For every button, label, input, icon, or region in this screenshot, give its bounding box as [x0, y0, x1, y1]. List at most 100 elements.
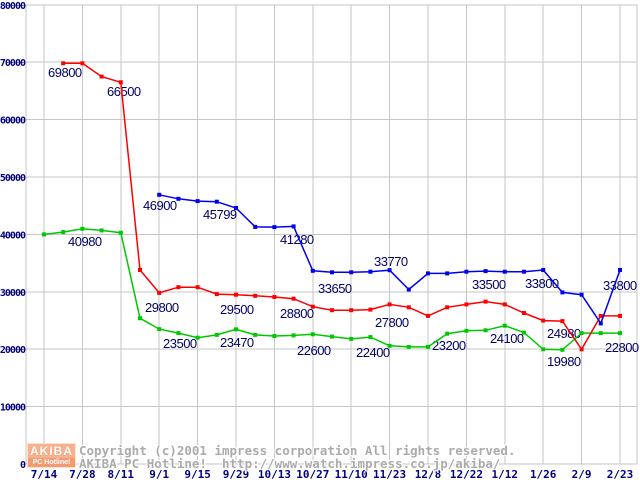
value-label: 19980	[547, 354, 581, 369]
blue-price-line-marker	[560, 290, 565, 295]
blue-price-line-marker	[272, 225, 277, 230]
green-price-line-marker	[349, 336, 354, 341]
x-tick-label: 9/15	[184, 468, 211, 480]
green-price-line-marker	[387, 343, 392, 348]
x-tick-label: 8/11	[108, 468, 135, 480]
blue-price-line-marker	[579, 292, 584, 297]
blue-price-line-marker	[598, 321, 603, 326]
y-tick-label: 10000	[0, 403, 26, 414]
x-tick-label: 9/1	[149, 468, 169, 480]
logo-strip: PC Hotline!	[28, 458, 75, 467]
red-price-line-marker	[234, 292, 238, 297]
value-label: 28800	[280, 306, 314, 321]
red-price-line-marker	[176, 285, 181, 290]
green-price-line-marker	[618, 331, 622, 336]
green-price-line-marker	[157, 327, 162, 332]
red-price-line-marker	[579, 347, 584, 352]
x-tick-label: 2/9	[572, 468, 592, 480]
green-price-line-marker	[99, 228, 104, 233]
x-tick-label: 2/23	[607, 468, 634, 480]
x-tick-label: 9/29	[223, 468, 250, 480]
x-tick-label: 7/14	[31, 468, 58, 480]
red-price-line-marker	[272, 295, 277, 299]
y-tick-label: 0	[20, 460, 26, 471]
copyright-watermark-line2: AKIBA PC Hotline! http://www.watch.impre…	[79, 456, 501, 471]
value-label: 40980	[68, 234, 102, 249]
red-price-line-marker	[387, 302, 392, 307]
blue-price-line-marker	[253, 224, 258, 229]
red-price-line-marker	[426, 313, 430, 318]
blue-price-line-marker	[176, 196, 181, 201]
logo-subtitle: PC Hotline!	[32, 459, 71, 466]
blue-price-line-marker	[214, 199, 219, 204]
y-tick-label: 50000	[0, 173, 26, 184]
akiba-pc-hotline-logo: AKIBA PC Hotline!	[27, 443, 76, 468]
red-price-line-marker	[195, 285, 200, 290]
red-price-line-marker	[464, 302, 469, 307]
red-price-line-marker	[406, 305, 411, 310]
red-price-line-marker	[330, 308, 334, 313]
y-tick-label: 60000	[0, 116, 26, 127]
value-label: 23470	[220, 335, 254, 350]
value-label: 29500	[220, 302, 254, 317]
red-price-line-marker	[445, 305, 450, 310]
blue-price-line-marker	[368, 269, 373, 274]
value-label: 33770	[374, 254, 408, 269]
red-price-line-marker	[99, 74, 104, 79]
red-price-line-marker	[118, 80, 123, 85]
blue-price-line-marker	[618, 268, 622, 272]
blue-price-line-marker	[483, 269, 488, 274]
copyright-watermark-line1: Copyright (c)2001 impress corporation Al…	[79, 443, 516, 458]
green-price-line-marker	[61, 230, 66, 235]
green-price-line-marker	[464, 328, 469, 333]
blue-price-line-marker	[330, 270, 334, 275]
x-tick-label: 1/12	[492, 468, 519, 480]
green-price-line-marker	[406, 344, 411, 349]
x-tick-label: 7/28	[69, 468, 96, 480]
green-price-line-marker	[118, 230, 123, 235]
value-label: 22400	[356, 345, 390, 360]
red-price-line-marker	[560, 319, 565, 324]
green-price-line-marker	[176, 331, 181, 336]
blue-price-line	[157, 192, 622, 326]
green-price-line-marker	[80, 226, 85, 231]
green-price-line-marker	[253, 332, 258, 337]
green-price-line-marker	[138, 316, 142, 321]
blue-price-line-marker	[541, 268, 546, 272]
blue-price-line-marker	[310, 268, 315, 273]
green-price-line-marker	[598, 331, 603, 336]
red-price-line-marker	[541, 318, 546, 323]
green-price-line-marker	[214, 332, 219, 337]
green-price-line-marker	[579, 331, 584, 336]
x-tick-label: 10/13	[258, 468, 291, 480]
value-label: 27800	[375, 315, 409, 330]
plot-frame	[25, 4, 638, 465]
blue-price-line-marker	[464, 269, 469, 274]
value-label: 46900	[143, 198, 177, 213]
red-price-line-marker	[483, 299, 488, 304]
green-price-line-marker	[330, 334, 334, 339]
y-tick-label: 30000	[0, 288, 26, 299]
gridlines	[26, 4, 637, 465]
x-tick-label: 12/8	[415, 468, 442, 480]
green-price-line-marker	[483, 328, 488, 333]
red-price-line-marker	[138, 268, 142, 272]
green-price-line-marker	[368, 335, 373, 340]
point-labels: 69800 66500 46900 45799 41280 40980 29800 23500…	[48, 65, 639, 369]
blue-price-line-marker	[157, 192, 162, 197]
green-price-line	[42, 226, 622, 352]
green-price-line-marker	[522, 330, 526, 335]
value-label: 22600	[297, 343, 331, 358]
red-price-line-marker	[502, 302, 507, 307]
red-price-line-marker	[80, 61, 85, 66]
red-price-line-marker	[618, 313, 622, 318]
y-tick-label: 40000	[0, 230, 26, 241]
green-price-line-marker	[426, 344, 430, 349]
x-tick-label: 12/22	[450, 468, 483, 480]
value-label: 23500	[163, 336, 197, 351]
green-price-line-marker	[541, 347, 546, 352]
blue-price-line-marker	[406, 287, 411, 292]
